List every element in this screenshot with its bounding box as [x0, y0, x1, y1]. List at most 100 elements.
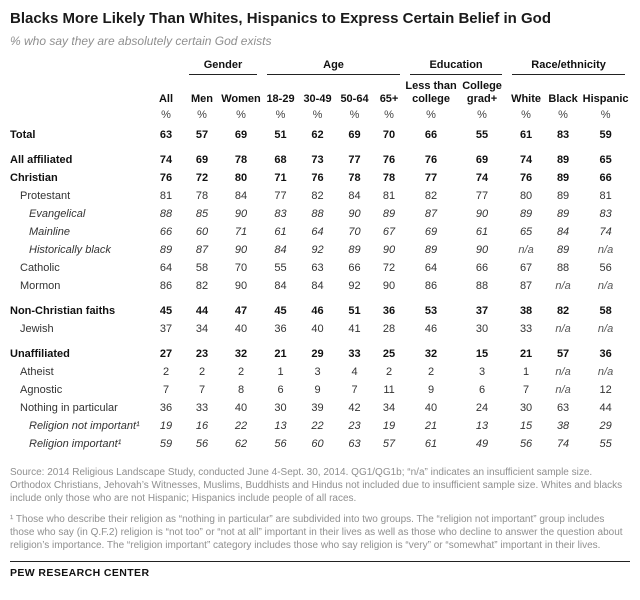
percent-sign: % — [197, 108, 207, 121]
cell: n/a — [597, 322, 614, 335]
column-header-white: White — [511, 93, 542, 106]
cell: 78 — [195, 189, 209, 202]
cell: 90 — [348, 207, 361, 220]
cell: 36 — [159, 401, 173, 414]
cell: 23 — [195, 347, 209, 360]
cell: 69 — [424, 225, 438, 238]
cell: 67 — [519, 261, 533, 274]
cell: 76 — [311, 171, 324, 184]
column-header-18-29: 18-29 — [266, 93, 295, 106]
cell: 83 — [274, 207, 287, 220]
cell: 57 — [556, 347, 570, 360]
cell: n/a — [597, 365, 614, 378]
table-row-jewish: Jewish 37 34 40 36 40 41 28 46 30 33 n/a n/a — [10, 320, 630, 338]
cell: 70 — [348, 225, 361, 238]
cell: 77 — [274, 189, 287, 202]
cell: 60 — [311, 437, 324, 450]
cell: 30 — [475, 322, 489, 335]
cell: 36 — [274, 322, 287, 335]
cell: 3 — [314, 365, 321, 378]
column-header-black: Black — [548, 93, 578, 106]
group-header-education: Education — [405, 59, 507, 76]
cell: 86 — [159, 279, 173, 292]
cell: 57 — [382, 437, 396, 450]
cell: 27 — [159, 347, 173, 360]
cell: 51 — [348, 304, 361, 317]
row-label: Christian — [10, 171, 58, 184]
cell: 45 — [274, 304, 287, 317]
cell: 70 — [234, 261, 248, 274]
cell: 22 — [311, 419, 324, 432]
cell: 61 — [274, 225, 287, 238]
cell: 81 — [159, 189, 173, 202]
cell: 66 — [599, 171, 612, 184]
cell: 38 — [556, 419, 570, 432]
cell: 32 — [234, 347, 248, 360]
cell: 60 — [195, 225, 209, 238]
cell: 90 — [234, 243, 248, 256]
cell: 88 — [475, 279, 489, 292]
cell: 67 — [382, 225, 396, 238]
cell: 22 — [234, 419, 248, 432]
cell: 24 — [475, 401, 489, 414]
cell: 6 — [478, 383, 486, 396]
cell: 42 — [348, 401, 361, 414]
cell: 82 — [424, 189, 438, 202]
column-header-less-than-college: Less than college — [405, 80, 457, 106]
cell: 55 — [475, 128, 489, 141]
cell: 44 — [195, 304, 209, 317]
footer-brand: PEW RESEARCH CENTER — [10, 560, 630, 579]
belief-table: Gender Age Education Race/ethnicity All Men W… — [10, 59, 630, 453]
row-label: Atheist — [20, 365, 54, 378]
cell: 36 — [599, 347, 612, 360]
cell: 1 — [277, 365, 284, 378]
percent-spacer — [10, 106, 148, 126]
column-header-women: Women — [221, 93, 261, 106]
cell: 89 — [556, 189, 570, 202]
row-label: Catholic — [20, 261, 60, 274]
cell: 61 — [519, 128, 533, 141]
cell: 30 — [274, 401, 287, 414]
table-row-historically-black: Historically black 89 87 90 84 92 89 90 89 90 n/a 8… — [10, 241, 630, 259]
cell: 4 — [351, 365, 358, 378]
cell: 16 — [195, 419, 209, 432]
percent-sign: % — [312, 108, 323, 121]
cell: 86 — [424, 279, 438, 292]
cell: 34 — [382, 401, 396, 414]
cell: 62 — [311, 128, 324, 141]
cell: n/a — [555, 279, 571, 292]
cell: n/a — [518, 243, 534, 256]
table-row-atheist: Atheist 2 2 2 1 3 4 2 2 3 1 n/a n/a — [10, 363, 630, 381]
percent-sign: % — [477, 108, 487, 121]
cell: 59 — [159, 437, 173, 450]
cell: 89 — [556, 207, 570, 220]
cell: n/a — [555, 365, 571, 378]
cell: 44 — [599, 401, 612, 414]
cell: 74 — [159, 153, 173, 166]
group-header-gender: Gender — [184, 59, 262, 76]
cell: 41 — [348, 322, 361, 335]
column-header-men: Men — [191, 93, 213, 106]
cell: 7 — [198, 383, 206, 396]
cell: 29 — [599, 419, 612, 432]
cell: 89 — [348, 243, 361, 256]
cell: 13 — [274, 419, 287, 432]
percent-sign: % — [161, 108, 171, 121]
page-title: Blacks More Likely Than Whites, Hispanic… — [10, 10, 551, 27]
cell: 71 — [234, 225, 248, 238]
cell: 74 — [556, 437, 570, 450]
group-header-race-ethnicity: Race/ethnicity — [507, 59, 630, 76]
cell: 19 — [382, 419, 396, 432]
cell: 82 — [195, 279, 209, 292]
cell: 84 — [274, 243, 287, 256]
cell: 74 — [519, 153, 533, 166]
cell: 21 — [274, 347, 287, 360]
cell: 87 — [519, 279, 533, 292]
column-header-65: 65+ — [379, 93, 399, 106]
percent-sign: % — [349, 108, 360, 121]
cell: 72 — [382, 261, 396, 274]
cell: 88 — [556, 261, 570, 274]
cell: 46 — [424, 322, 438, 335]
cell: 56 — [274, 437, 287, 450]
cell: 37 — [475, 304, 489, 317]
